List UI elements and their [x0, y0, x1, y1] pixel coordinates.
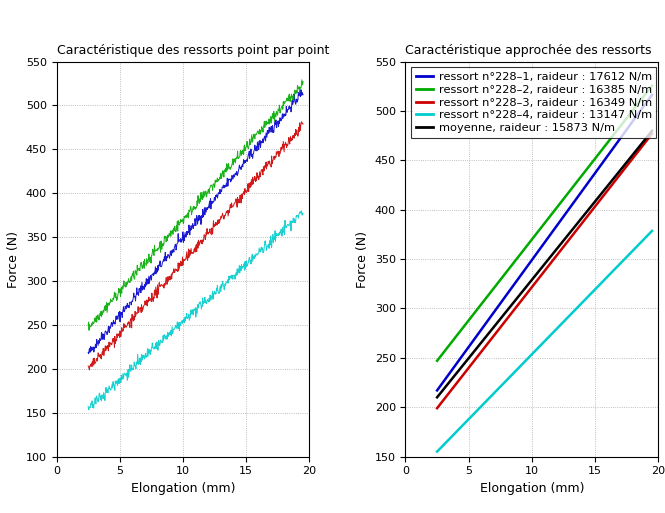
Text: Caractéristique approchée des ressorts: Caractéristique approchée des ressorts — [406, 45, 652, 57]
X-axis label: Elongation (mm): Elongation (mm) — [131, 482, 235, 495]
Legend: ressort n°228–1, raideur : 17612 N/m, ressort n°228–2, raideur : 16385 N/m, ress: ressort n°228–1, raideur : 17612 N/m, re… — [411, 67, 656, 138]
Text: Caractéristique des ressorts point par point: Caractéristique des ressorts point par p… — [57, 45, 329, 57]
X-axis label: Elongation (mm): Elongation (mm) — [479, 482, 584, 495]
Y-axis label: Force (N): Force (N) — [7, 230, 20, 288]
Y-axis label: Force (N): Force (N) — [356, 230, 369, 288]
